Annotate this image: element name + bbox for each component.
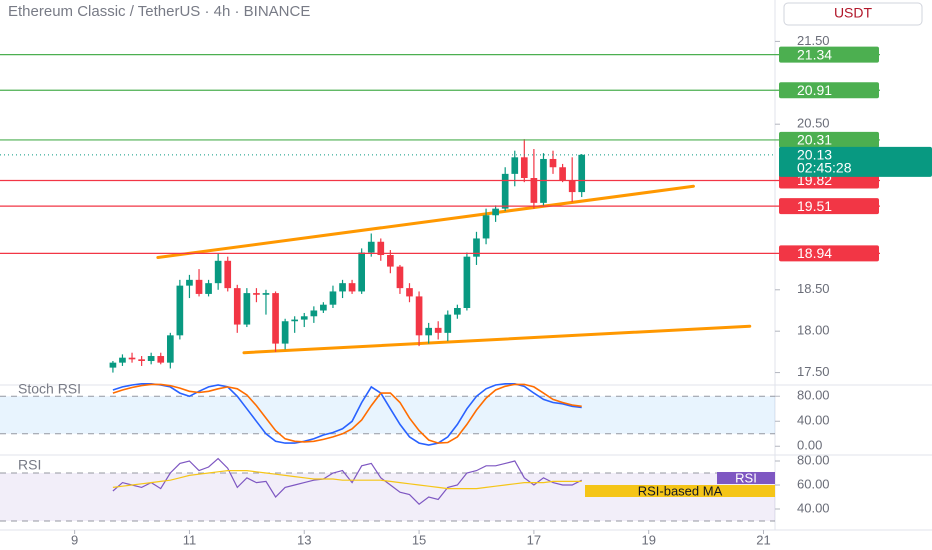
candle-body bbox=[320, 304, 327, 311]
legend-box bbox=[717, 472, 775, 484]
candle-body bbox=[530, 178, 538, 203]
last-price-label: 20.13 bbox=[797, 147, 832, 163]
candle-body bbox=[406, 288, 413, 297]
y-tick-label: 80.00 bbox=[797, 388, 830, 403]
chart-title: Ethereum Classic / TetherUS · 4h · BINAN… bbox=[8, 3, 310, 20]
candle-body bbox=[329, 291, 337, 305]
level-label: 20.91 bbox=[797, 82, 832, 98]
legend-box bbox=[585, 485, 775, 497]
candle-body bbox=[444, 314, 452, 333]
candle-body bbox=[434, 327, 442, 333]
level-label: 18.94 bbox=[797, 245, 832, 261]
indicator-line bbox=[112, 383, 582, 446]
candle-body bbox=[119, 357, 126, 363]
x-tick-label: 11 bbox=[183, 532, 197, 547]
candle-body bbox=[262, 293, 270, 295]
candle-body bbox=[425, 327, 432, 336]
level-label: 19.51 bbox=[797, 198, 832, 214]
x-tick-label: 13 bbox=[297, 532, 311, 547]
candle-body bbox=[300, 316, 308, 320]
candle-body bbox=[214, 260, 222, 284]
candle-body bbox=[415, 296, 423, 336]
legend-label: RSI bbox=[735, 470, 757, 485]
candle-body bbox=[138, 359, 145, 361]
candle-body bbox=[511, 157, 519, 174]
candle-body bbox=[501, 173, 509, 209]
level-label-box bbox=[779, 46, 879, 63]
currency-button[interactable] bbox=[783, 2, 923, 26]
candle-body bbox=[549, 158, 557, 168]
x-tick-label: 19 bbox=[641, 532, 655, 547]
candle-body bbox=[339, 283, 346, 292]
candle-body bbox=[291, 319, 299, 322]
candle-body bbox=[367, 241, 375, 253]
candle-body bbox=[272, 293, 279, 344]
level-label-box bbox=[779, 131, 879, 148]
y-tick-label: 80.00 bbox=[797, 452, 830, 467]
candle-body bbox=[186, 279, 193, 286]
candle-body bbox=[233, 288, 241, 325]
level-label-box bbox=[779, 82, 879, 99]
candle-body bbox=[463, 256, 471, 308]
candle-body bbox=[166, 335, 174, 363]
y-tick-label: 0.00 bbox=[797, 438, 822, 453]
candle-body bbox=[128, 357, 136, 360]
y-tick-label: 60.00 bbox=[797, 476, 830, 491]
level-label: 20.31 bbox=[797, 132, 832, 148]
candle-body bbox=[157, 356, 165, 363]
candle-body bbox=[205, 283, 212, 294]
candle-body bbox=[559, 167, 566, 181]
level-label: 21.34 bbox=[797, 46, 832, 62]
last-price-box bbox=[779, 146, 932, 177]
y-tick-label: 40.00 bbox=[797, 413, 830, 428]
candle-body bbox=[568, 180, 576, 193]
x-tick-label: 17 bbox=[527, 532, 541, 547]
candle-body bbox=[147, 356, 155, 361]
stoch-title: Stoch RSI bbox=[18, 381, 81, 397]
candle-body bbox=[520, 157, 528, 179]
x-tick-label: 21 bbox=[756, 532, 770, 547]
y-tick-label: 18.50 bbox=[797, 281, 830, 296]
candle-body bbox=[348, 283, 356, 292]
candle-body bbox=[358, 252, 366, 292]
y-tick-label: 21.50 bbox=[797, 33, 830, 48]
x-tick-label: 9 bbox=[71, 532, 78, 547]
legend-label: RSI-based MA bbox=[638, 483, 723, 498]
candle-body bbox=[473, 238, 480, 257]
candle-body bbox=[492, 208, 499, 216]
candle-body bbox=[310, 310, 318, 317]
y-tick-label: 40.00 bbox=[797, 500, 830, 515]
candle-body bbox=[454, 308, 461, 315]
candle-body bbox=[253, 293, 260, 295]
candle-body bbox=[387, 255, 394, 267]
candle-body bbox=[243, 293, 251, 325]
candle-body bbox=[578, 154, 586, 193]
candle-body bbox=[224, 260, 232, 289]
currency-label[interactable]: USDT bbox=[834, 5, 873, 21]
candle-body bbox=[176, 285, 184, 336]
countdown-label: 02:45:28 bbox=[797, 160, 852, 176]
trendline bbox=[242, 324, 752, 355]
indicator-line bbox=[112, 470, 582, 490]
x-tick-label: 15 bbox=[412, 532, 426, 547]
candle-body bbox=[396, 266, 404, 289]
level-label-box bbox=[779, 245, 879, 262]
candle-body bbox=[195, 279, 203, 294]
rsi-title: RSI bbox=[18, 457, 41, 473]
candle-body bbox=[377, 241, 385, 256]
trendline bbox=[156, 184, 695, 259]
candle-body bbox=[482, 215, 490, 239]
y-tick-label: 20.50 bbox=[797, 116, 830, 131]
candle-body bbox=[281, 321, 289, 344]
level-label-box bbox=[779, 198, 879, 215]
y-tick-label: 17.50 bbox=[797, 364, 830, 379]
indicator-line bbox=[112, 383, 582, 444]
indicator-line bbox=[112, 457, 582, 505]
band-fill bbox=[0, 396, 775, 434]
candle-body bbox=[109, 362, 117, 368]
y-tick-label: 18.00 bbox=[797, 323, 830, 338]
